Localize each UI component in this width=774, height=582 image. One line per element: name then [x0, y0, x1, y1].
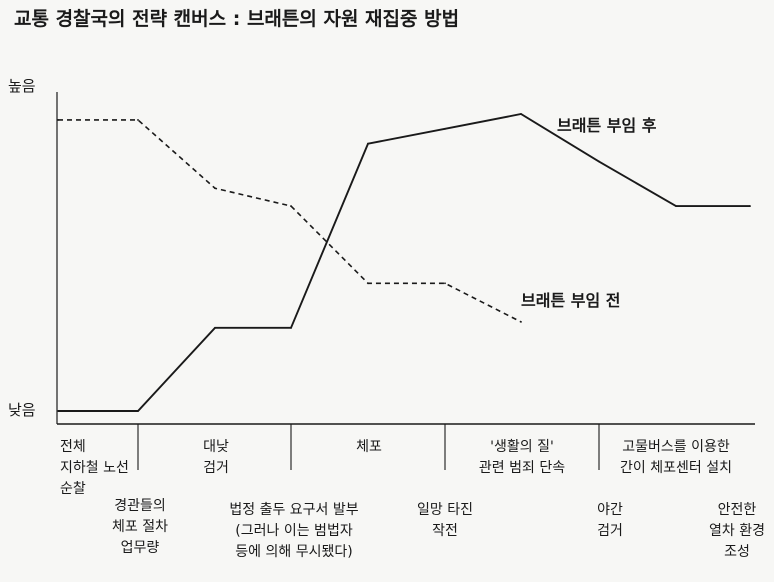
point-after-2	[137, 410, 139, 412]
point-after-7	[520, 113, 522, 115]
series-label-after: 브래튼 부임 후	[557, 116, 657, 135]
point-after-1	[57, 410, 59, 412]
category-label-4: 법정 출두 요구서 발부 (그러나 이는 범법자 등에 의해 무시됐다)	[229, 502, 358, 560]
series-line-after	[58, 112, 750, 412]
category-label-1: 전체 지하철 노선 순찰	[60, 439, 129, 497]
category-label-10: 안전한 열차 환경 조성	[709, 502, 765, 560]
point-before-7	[520, 321, 522, 323]
chart-title: 교통 경찰국의 전략 캔버스 : 브래튼의 자원 재집중 방법	[14, 8, 459, 30]
category-label-5: 체포	[356, 439, 382, 455]
point-before-6	[444, 282, 446, 285]
series-labels: 브래튼 부임 전 브래튼 부임 후	[521, 116, 657, 310]
point-before-4	[290, 205, 292, 207]
y-label-high: 높음	[8, 77, 36, 95]
category-label-9: 고물버스를 이용한 간이 체포센터 설치	[620, 439, 732, 476]
point-before-3	[214, 187, 216, 190]
point-after-10	[749, 205, 751, 207]
point-after-6	[444, 127, 446, 130]
point-before-2	[137, 119, 139, 121]
category-label-3: 대낮 검거	[203, 439, 229, 476]
point-before-5	[367, 282, 369, 285]
category-label-8: 야간 검거	[597, 502, 623, 539]
point-before-1	[57, 119, 59, 121]
series-label-before: 브래튼 부임 전	[521, 291, 620, 310]
x-axis-ticks	[137, 424, 600, 470]
category-label-2: 경관들의 체포 절차 업무량	[112, 498, 168, 556]
point-after-4	[290, 326, 292, 329]
point-after-3	[214, 326, 216, 329]
point-after-5	[367, 142, 369, 145]
category-label-6: 일망 타진 작전	[417, 502, 473, 539]
series-lines	[57, 112, 751, 412]
y-label-low: 낮음	[8, 401, 36, 419]
series-line-before	[58, 119, 522, 323]
point-after-9	[675, 205, 677, 207]
point-after-8	[598, 160, 600, 163]
category-label-7: '생활의 질' 관련 범죄 단속	[479, 439, 565, 476]
